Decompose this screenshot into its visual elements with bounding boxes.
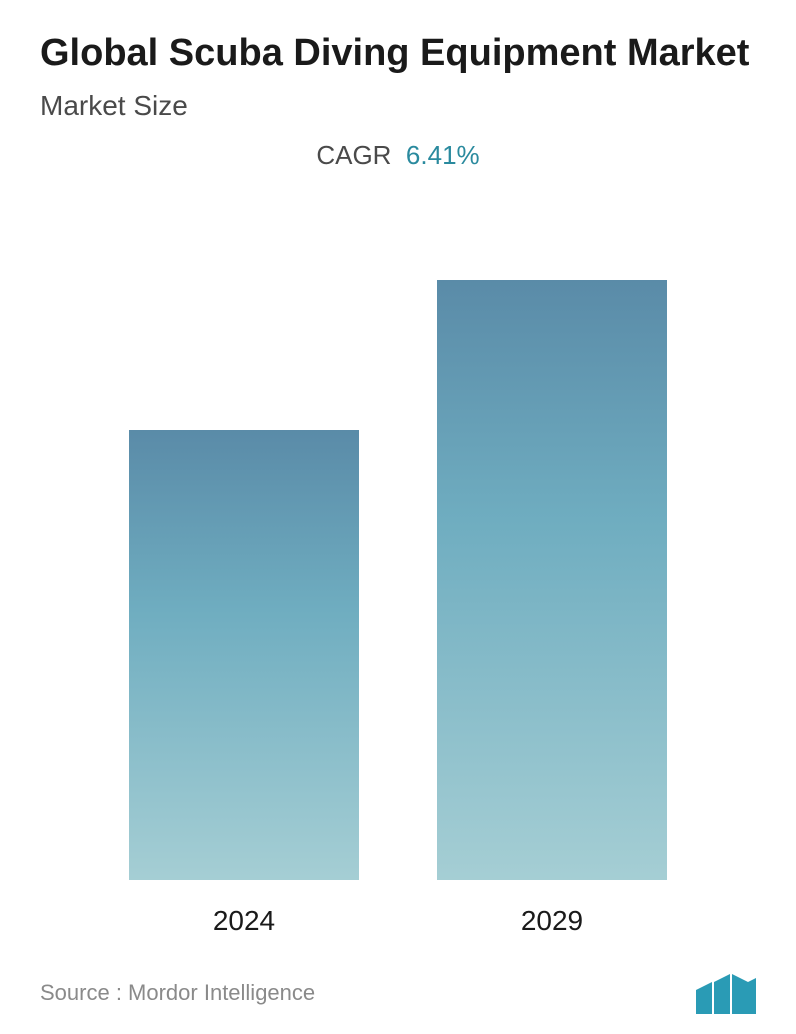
source-text: Source : Mordor Intelligence [40, 980, 315, 1006]
bar-1 [437, 280, 667, 880]
bar-chart: 2024 2029 [40, 221, 756, 938]
bar-0 [129, 430, 359, 880]
chart-subtitle: Market Size [40, 90, 756, 122]
footer: Source : Mordor Intelligence [40, 972, 756, 1014]
logo-icon [696, 972, 756, 1014]
cagr-row: CAGR 6.41% [40, 140, 756, 171]
chart-title: Global Scuba Diving Equipment Market [40, 30, 756, 78]
cagr-label: CAGR [316, 140, 391, 170]
bar-group-0: 2024 [129, 430, 359, 937]
bar-label-1: 2029 [521, 905, 583, 937]
cagr-value: 6.41% [406, 140, 480, 170]
bar-label-0: 2024 [213, 905, 275, 937]
bar-group-1: 2029 [437, 280, 667, 937]
